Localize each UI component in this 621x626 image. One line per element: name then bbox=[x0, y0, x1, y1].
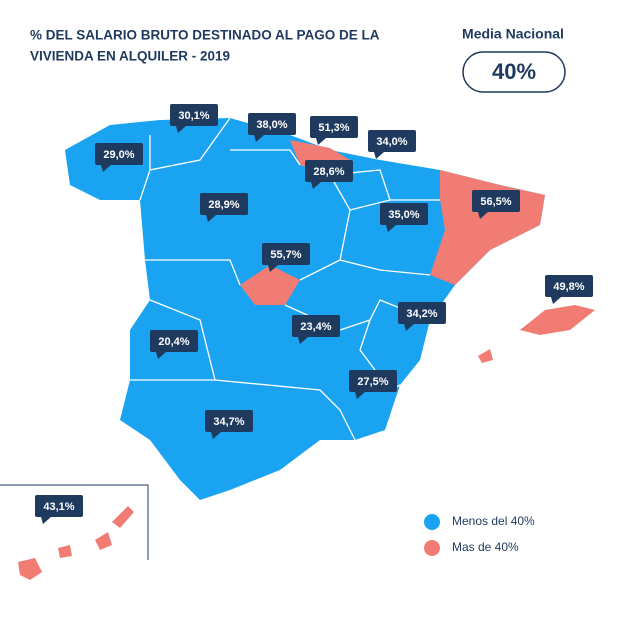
inset-frame bbox=[0, 484, 149, 560]
label-box bbox=[35, 495, 83, 517]
region-label: 34,2% bbox=[406, 308, 437, 320]
label-box bbox=[205, 410, 253, 432]
legend-swatch bbox=[424, 514, 440, 530]
label-pointer bbox=[551, 297, 561, 304]
label-box bbox=[545, 275, 593, 297]
region-label: 35,0% bbox=[388, 209, 419, 221]
region-label: 34,7% bbox=[213, 416, 244, 428]
title-line: % DEL SALARIO BRUTO DESTINADO AL PAGO DE… bbox=[30, 28, 380, 43]
label-box bbox=[262, 243, 310, 265]
label-box bbox=[472, 190, 520, 212]
national-label: Media Nacional bbox=[462, 26, 564, 42]
label-box bbox=[349, 370, 397, 392]
label-pointer bbox=[298, 337, 308, 344]
region-above bbox=[430, 170, 545, 285]
label-pointer bbox=[254, 135, 264, 142]
label-box bbox=[150, 330, 198, 352]
region-label: 23,4% bbox=[300, 321, 331, 333]
label-box bbox=[170, 104, 218, 126]
region-above bbox=[478, 349, 493, 363]
region-above bbox=[18, 558, 42, 580]
label-pointer bbox=[41, 517, 51, 524]
label-pointer bbox=[206, 215, 216, 222]
national-box bbox=[462, 51, 566, 93]
label-box bbox=[380, 203, 428, 225]
label-box bbox=[248, 113, 296, 135]
region-label: 34,0% bbox=[376, 136, 407, 148]
label-pointer bbox=[311, 182, 321, 189]
region-label: 20,4% bbox=[158, 336, 189, 348]
label-pointer bbox=[404, 324, 414, 331]
region-label: 28,9% bbox=[208, 199, 239, 211]
label-pointer bbox=[101, 165, 111, 172]
region-above bbox=[112, 506, 134, 528]
label-box bbox=[200, 193, 248, 215]
legend-label: Menos del 40% bbox=[452, 514, 535, 528]
label-pointer bbox=[268, 265, 278, 272]
region-borders bbox=[130, 117, 440, 441]
legend-label: Mas de 40% bbox=[452, 540, 519, 554]
region-label: 30,1% bbox=[178, 110, 209, 122]
label-pointer bbox=[176, 126, 186, 133]
label-pointer bbox=[156, 352, 166, 359]
title-line: VIVIENDA EN ALQUILER - 2019 bbox=[30, 49, 230, 64]
region-label: 43,1% bbox=[43, 501, 74, 513]
label-box bbox=[368, 130, 416, 152]
label-pointer bbox=[211, 432, 221, 439]
region-label: 28,6% bbox=[313, 166, 344, 178]
region-above bbox=[240, 265, 300, 305]
region-above bbox=[95, 532, 112, 550]
legend-swatch bbox=[424, 540, 440, 556]
label-box bbox=[398, 302, 446, 324]
region-above bbox=[58, 545, 72, 558]
label-box bbox=[310, 116, 358, 138]
region-above bbox=[520, 305, 595, 335]
label-pointer bbox=[355, 392, 365, 399]
label-box bbox=[292, 315, 340, 337]
national-value: 40% bbox=[492, 59, 536, 84]
region-label: 29,0% bbox=[103, 149, 134, 161]
label-pointer bbox=[478, 212, 488, 219]
region-label: 56,5% bbox=[480, 196, 511, 208]
region-label: 51,3% bbox=[318, 122, 349, 134]
region-label: 27,5% bbox=[357, 376, 388, 388]
label-pointer bbox=[316, 138, 326, 145]
label-box bbox=[305, 160, 353, 182]
region-label: 55,7% bbox=[270, 249, 301, 261]
label-box bbox=[95, 143, 143, 165]
region-label: 38,0% bbox=[256, 119, 287, 131]
region-label: 49,8% bbox=[553, 281, 584, 293]
label-pointer bbox=[374, 152, 384, 159]
label-pointer bbox=[386, 225, 396, 232]
